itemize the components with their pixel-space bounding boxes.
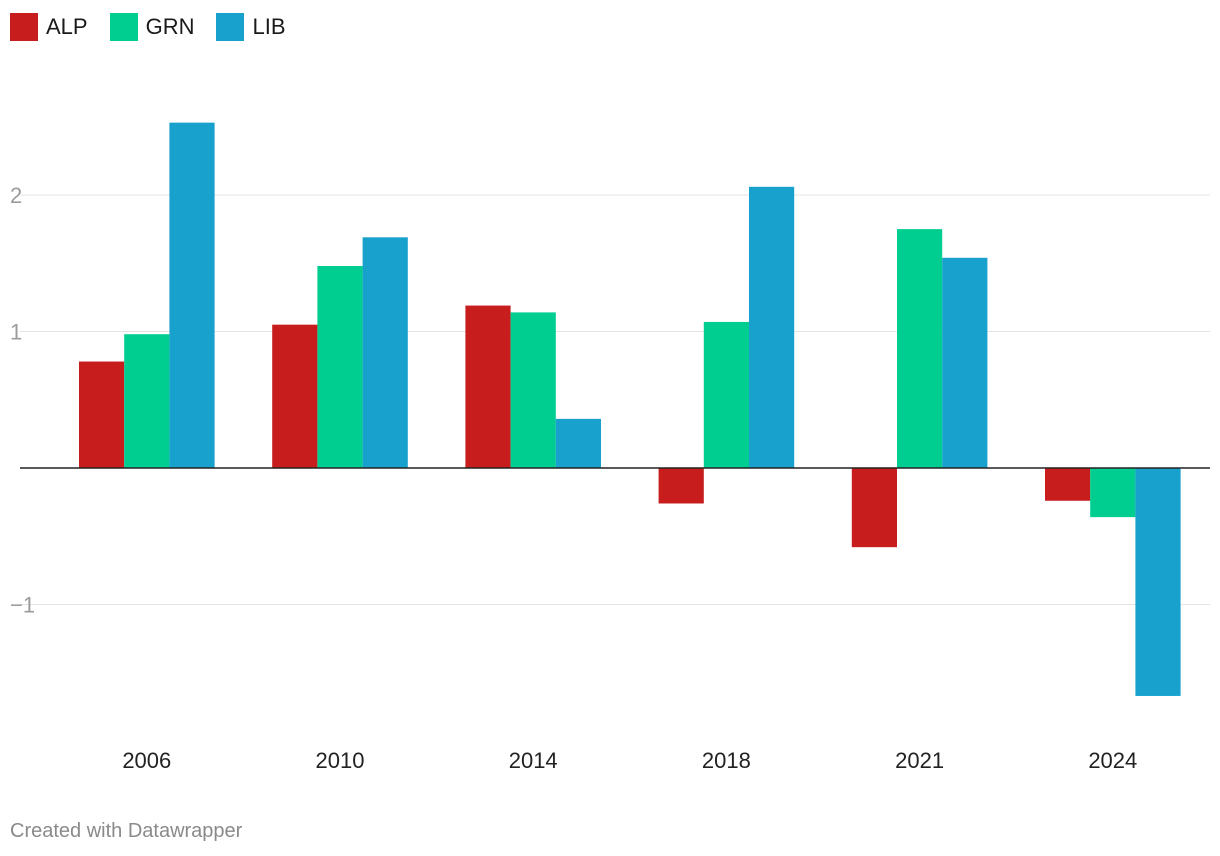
bar-alp-2018 — [658, 468, 704, 504]
bar-alp-2024 — [1045, 468, 1091, 501]
bar-lib-2010 — [362, 237, 408, 468]
legend: ALP GRN LIB — [10, 13, 308, 41]
bar-grn-2006 — [124, 334, 170, 468]
bar-alp-2014 — [465, 305, 511, 468]
bar-grn-2014 — [510, 312, 556, 468]
x-tick-label-2010: 2010 — [316, 748, 365, 773]
legend-item-grn: GRN — [109, 13, 195, 41]
legend-label-grn: GRN — [145, 14, 195, 39]
legend-swatch-grn — [109, 13, 138, 41]
x-tick-label-2021: 2021 — [895, 748, 944, 773]
legend-label-lib: LIB — [252, 14, 286, 39]
legend-swatch-lib — [216, 13, 245, 41]
bar-lib-2006 — [169, 122, 215, 468]
bar-grn-2010 — [317, 265, 363, 468]
x-tick-label-2006: 2006 — [122, 748, 171, 773]
y-tick-label-1: 1 — [10, 320, 22, 345]
bar-grn-2024 — [1090, 468, 1136, 518]
x-tick-label-2014: 2014 — [509, 748, 558, 773]
bar-alp-2006 — [79, 361, 125, 468]
legend-item-lib: LIB — [216, 13, 286, 41]
credit-text[interactable]: Created with Datawrapper — [10, 820, 243, 842]
legend-swatch-alp — [10, 13, 38, 41]
legend-label-alp: ALP — [46, 14, 88, 39]
bar-alp-2021 — [851, 468, 897, 548]
x-tick-label-2024: 2024 — [1088, 748, 1137, 773]
legend-item-alp: ALP — [10, 13, 88, 41]
bar-lib-2024 — [1135, 468, 1181, 696]
y-tick-label-0: 2 — [10, 183, 22, 208]
bar-lib-2021 — [942, 257, 988, 468]
bar-chart: 2 1 −1 2006 2010 2014 2018 2021 2024 — [10, 122, 1210, 773]
x-tick-label-2018: 2018 — [702, 748, 751, 773]
bar-grn-2018 — [703, 321, 749, 468]
bar-lib-2018 — [749, 186, 795, 468]
bar-grn-2021 — [897, 229, 943, 468]
y-tick-label-2: −1 — [10, 593, 35, 618]
bar-alp-2010 — [272, 324, 318, 468]
bar-lib-2014 — [555, 418, 601, 468]
